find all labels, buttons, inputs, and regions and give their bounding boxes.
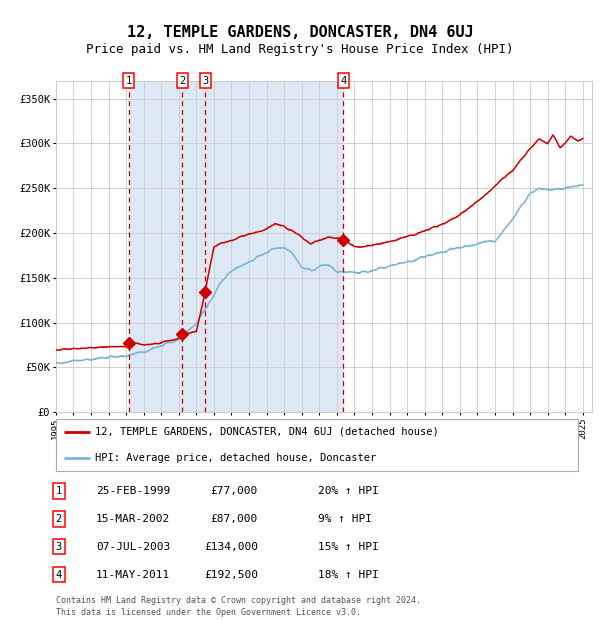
Text: 15% ↑ HPI: 15% ↑ HPI <box>318 542 379 552</box>
Text: 9% ↑ HPI: 9% ↑ HPI <box>318 514 372 524</box>
Text: 2: 2 <box>56 514 62 524</box>
Text: 12, TEMPLE GARDENS, DONCASTER, DN4 6UJ (detached house): 12, TEMPLE GARDENS, DONCASTER, DN4 6UJ (… <box>95 427 439 436</box>
Text: 15-MAR-2002: 15-MAR-2002 <box>96 514 170 524</box>
Text: 18% ↑ HPI: 18% ↑ HPI <box>318 570 379 580</box>
Text: 11-MAY-2011: 11-MAY-2011 <box>96 570 170 580</box>
Text: HPI: Average price, detached house, Doncaster: HPI: Average price, detached house, Donc… <box>95 453 376 463</box>
Text: 2: 2 <box>179 76 185 86</box>
Text: 3: 3 <box>202 76 209 86</box>
Text: 25-FEB-1999: 25-FEB-1999 <box>96 486 170 496</box>
Text: 3: 3 <box>56 542 62 552</box>
Text: 1: 1 <box>56 486 62 496</box>
Text: 4: 4 <box>340 76 347 86</box>
Text: 07-JUL-2003: 07-JUL-2003 <box>96 542 170 552</box>
Text: £77,000: £77,000 <box>211 486 258 496</box>
Text: 20% ↑ HPI: 20% ↑ HPI <box>318 486 379 496</box>
Text: Price paid vs. HM Land Registry's House Price Index (HPI): Price paid vs. HM Land Registry's House … <box>86 43 514 56</box>
Text: 1: 1 <box>125 76 132 86</box>
Text: £134,000: £134,000 <box>204 542 258 552</box>
Text: 12, TEMPLE GARDENS, DONCASTER, DN4 6UJ: 12, TEMPLE GARDENS, DONCASTER, DN4 6UJ <box>127 25 473 40</box>
Bar <box>129 81 343 412</box>
Text: £87,000: £87,000 <box>211 514 258 524</box>
Text: 4: 4 <box>56 570 62 580</box>
Text: £192,500: £192,500 <box>204 570 258 580</box>
Text: Contains HM Land Registry data © Crown copyright and database right 2024.
This d: Contains HM Land Registry data © Crown c… <box>56 596 421 617</box>
